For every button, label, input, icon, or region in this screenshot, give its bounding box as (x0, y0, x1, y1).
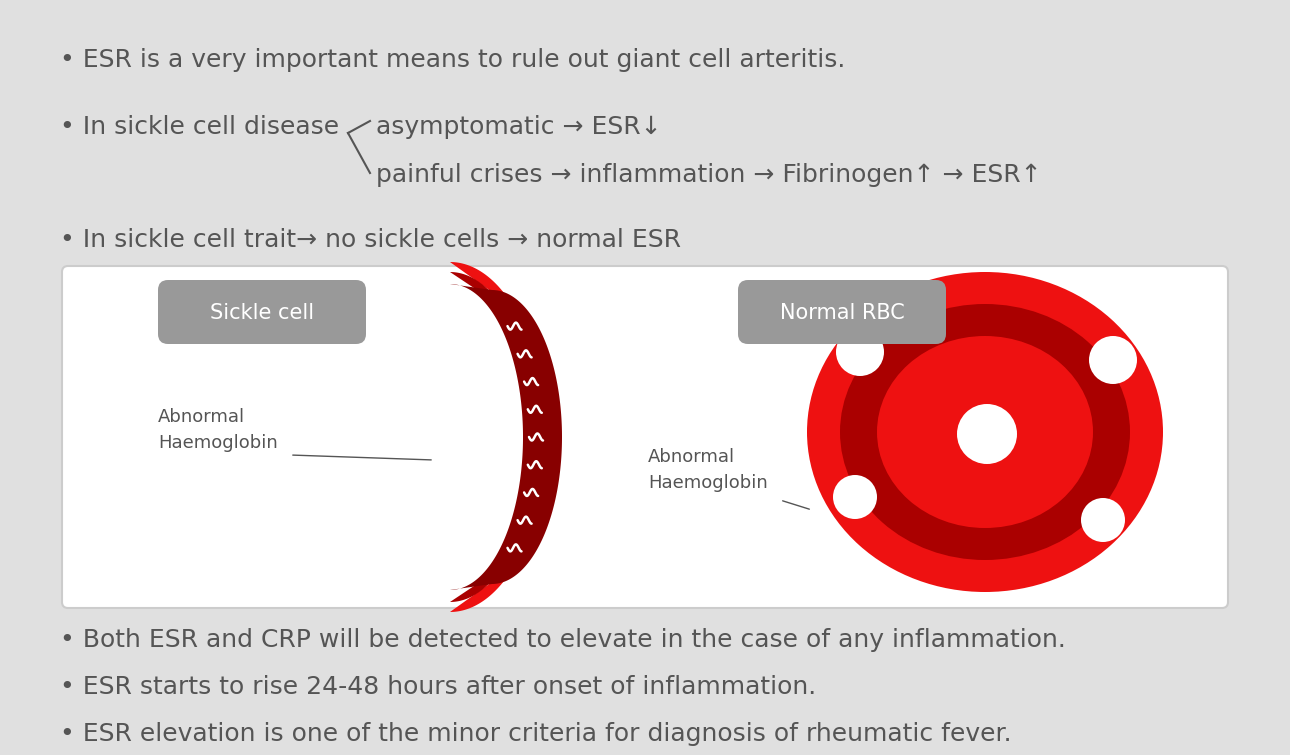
FancyBboxPatch shape (738, 280, 946, 344)
Text: painful crises → inflammation → Fibrinogen↑ → ESR↑: painful crises → inflammation → Fibrinog… (375, 163, 1041, 187)
Text: • In sickle cell disease: • In sickle cell disease (61, 115, 339, 139)
Text: • ESR starts to rise 24-48 hours after onset of inflammation.: • ESR starts to rise 24-48 hours after o… (61, 675, 817, 699)
Polygon shape (450, 262, 560, 612)
Text: Abnormal
Haemoglobin: Abnormal Haemoglobin (648, 448, 768, 492)
Polygon shape (450, 284, 562, 590)
Circle shape (833, 475, 877, 519)
Polygon shape (450, 272, 552, 602)
Text: • ESR is a very important means to rule out giant cell arteritis.: • ESR is a very important means to rule … (61, 48, 845, 72)
Ellipse shape (808, 272, 1164, 592)
Text: Normal RBC: Normal RBC (779, 303, 904, 323)
FancyBboxPatch shape (62, 266, 1228, 608)
Circle shape (1089, 336, 1136, 384)
Ellipse shape (877, 336, 1093, 528)
Circle shape (836, 328, 884, 376)
Text: Sickle cell: Sickle cell (210, 303, 313, 323)
Text: • Both ESR and CRP will be detected to elevate in the case of any inflammation.: • Both ESR and CRP will be detected to e… (61, 628, 1066, 652)
Ellipse shape (840, 304, 1130, 560)
Circle shape (1081, 498, 1125, 542)
Text: asymptomatic → ESR↓: asymptomatic → ESR↓ (375, 115, 662, 139)
Circle shape (957, 404, 1017, 464)
Text: • ESR elevation is one of the minor criteria for diagnosis of rheumatic fever.: • ESR elevation is one of the minor crit… (61, 722, 1011, 746)
FancyBboxPatch shape (157, 280, 366, 344)
Text: • In sickle cell trait→ no sickle cells → normal ESR: • In sickle cell trait→ no sickle cells … (61, 228, 681, 252)
Text: Abnormal
Haemoglobin: Abnormal Haemoglobin (157, 408, 277, 451)
